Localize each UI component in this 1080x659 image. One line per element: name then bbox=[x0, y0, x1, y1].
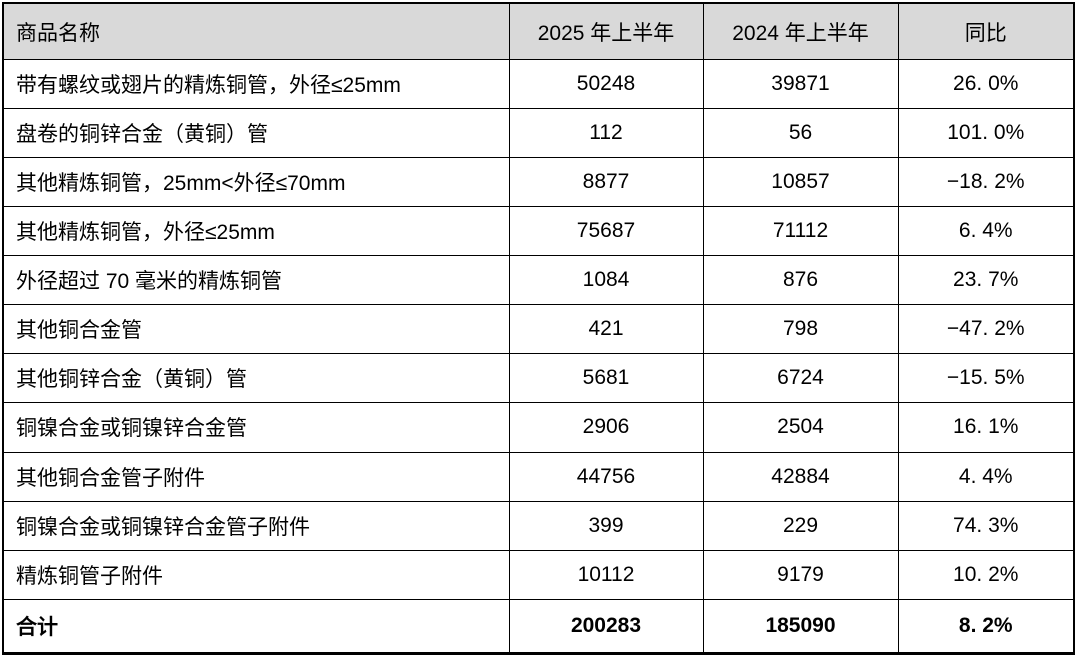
yoy-cell: −18. 2% bbox=[897, 157, 1075, 208]
table-row: 外径超过 70 毫米的精炼铜管 1084 876 23. 7% bbox=[2, 255, 1075, 306]
value-2025-cell: 112 bbox=[508, 108, 704, 159]
yoy-cell: 26. 0% bbox=[897, 58, 1075, 110]
value-2025-cell: 399 bbox=[508, 500, 704, 551]
total-2024-cell: 185090 bbox=[702, 598, 899, 655]
table-row: 带有螺纹或翅片的精炼铜管，外径≤25mm 50248 39871 26. 0% bbox=[2, 58, 1075, 110]
value-2024-cell: 10857 bbox=[702, 157, 899, 208]
table-row: 铜镍合金或铜镍锌合金管子附件 399 229 74. 3% bbox=[2, 500, 1075, 551]
value-2025-cell: 75687 bbox=[508, 206, 704, 257]
table-row: 其他精炼铜管，外径≤25mm 75687 71112 6. 4% bbox=[2, 206, 1075, 257]
column-header-yoy: 同比 bbox=[897, 2, 1075, 60]
value-2024-cell: 229 bbox=[702, 500, 899, 551]
total-row: 合计 200283 185090 8. 2% bbox=[2, 598, 1075, 655]
product-name-cell: 精炼铜管子附件 bbox=[2, 549, 510, 600]
yoy-cell: 16. 1% bbox=[897, 402, 1075, 453]
product-name-cell: 其他铜锌合金（黄铜）管 bbox=[2, 353, 510, 404]
value-2025-cell: 8877 bbox=[508, 157, 704, 208]
yoy-cell: 10. 2% bbox=[897, 549, 1075, 600]
product-name-cell: 铜镍合金或铜镍锌合金管子附件 bbox=[2, 500, 510, 551]
value-2024-cell: 56 bbox=[702, 108, 899, 159]
yoy-cell: 4. 4% bbox=[897, 451, 1075, 502]
product-name-cell: 其他精炼铜管，25mm<外径≤70mm bbox=[2, 157, 510, 208]
product-name-cell: 其他铜合金管 bbox=[2, 304, 510, 355]
yoy-cell: −15. 5% bbox=[897, 353, 1075, 404]
value-2025-cell: 5681 bbox=[508, 353, 704, 404]
yoy-cell: 101. 0% bbox=[897, 108, 1075, 159]
value-2025-cell: 2906 bbox=[508, 402, 704, 453]
value-2024-cell: 42884 bbox=[702, 451, 899, 502]
product-name-cell: 其他精炼铜管，外径≤25mm bbox=[2, 206, 510, 257]
total-yoy-cell: 8. 2% bbox=[897, 598, 1075, 655]
table-row: 其他铜合金管子附件 44756 42884 4. 4% bbox=[2, 451, 1075, 502]
value-2024-cell: 798 bbox=[702, 304, 899, 355]
header-row: 商品名称 2025 年上半年 2024 年上半年 同比 bbox=[2, 2, 1075, 60]
table-row: 盘卷的铜锌合金（黄铜）管 112 56 101. 0% bbox=[2, 108, 1075, 159]
value-2024-cell: 9179 bbox=[702, 549, 899, 600]
yoy-cell: 23. 7% bbox=[897, 255, 1075, 306]
value-2024-cell: 6724 bbox=[702, 353, 899, 404]
table-row: 铜镍合金或铜镍锌合金管 2906 2504 16. 1% bbox=[2, 402, 1075, 453]
product-name-cell: 其他铜合金管子附件 bbox=[2, 451, 510, 502]
value-2025-cell: 44756 bbox=[508, 451, 704, 502]
value-2025-cell: 50248 bbox=[508, 58, 704, 110]
yoy-cell: −47. 2% bbox=[897, 304, 1075, 355]
table-row: 其他铜锌合金（黄铜）管 5681 6724 −15. 5% bbox=[2, 353, 1075, 404]
product-name-cell: 铜镍合金或铜镍锌合金管 bbox=[2, 402, 510, 453]
yoy-cell: 74. 3% bbox=[897, 500, 1075, 551]
table-row: 其他精炼铜管，25mm<外径≤70mm 8877 10857 −18. 2% bbox=[2, 157, 1075, 208]
product-name-cell: 外径超过 70 毫米的精炼铜管 bbox=[2, 255, 510, 306]
column-header-2024-h1: 2024 年上半年 bbox=[702, 2, 899, 60]
table-row: 精炼铜管子附件 10112 9179 10. 2% bbox=[2, 549, 1075, 600]
value-2024-cell: 876 bbox=[702, 255, 899, 306]
product-name-cell: 带有螺纹或翅片的精炼铜管，外径≤25mm bbox=[2, 58, 510, 110]
yoy-cell: 6. 4% bbox=[897, 206, 1075, 257]
value-2024-cell: 39871 bbox=[702, 58, 899, 110]
value-2024-cell: 71112 bbox=[702, 206, 899, 257]
product-name-cell: 盘卷的铜锌合金（黄铜）管 bbox=[2, 108, 510, 159]
total-2025-cell: 200283 bbox=[508, 598, 704, 655]
value-2025-cell: 421 bbox=[508, 304, 704, 355]
total-label-cell: 合计 bbox=[2, 598, 510, 655]
column-header-product-name: 商品名称 bbox=[2, 2, 510, 60]
value-2024-cell: 2504 bbox=[702, 402, 899, 453]
value-2025-cell: 10112 bbox=[508, 549, 704, 600]
table-row: 其他铜合金管 421 798 −47. 2% bbox=[2, 304, 1075, 355]
value-2025-cell: 1084 bbox=[508, 255, 704, 306]
column-header-2025-h1: 2025 年上半年 bbox=[508, 2, 704, 60]
